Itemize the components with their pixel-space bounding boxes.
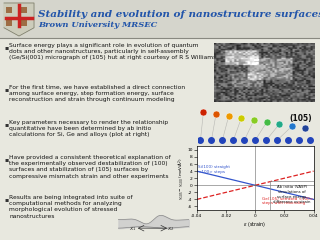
Text: Si(100) straight
<100> steps: Si(100) straight <100> steps xyxy=(198,165,230,174)
Bar xyxy=(0,0,320,38)
Text: For the first time, we have established a direct connection
among surface energy: For the first time, we have established … xyxy=(9,85,185,102)
Text: ▪: ▪ xyxy=(4,122,8,127)
Text: Ab initio (VASP)
simulations of
surface energy
difference vs strain: Ab initio (VASP) simulations of surface … xyxy=(273,185,311,204)
Text: $x_2$: $x_2$ xyxy=(167,226,175,234)
Text: Ge(105) serrated <100>
steps with rebonding: Ge(105) serrated <100> steps with rebond… xyxy=(262,197,314,205)
Text: Brown University MRSEC: Brown University MRSEC xyxy=(38,21,157,29)
Text: Key parameters necessary to render the relationship
quantitative have been deter: Key parameters necessary to render the r… xyxy=(9,120,168,137)
X-axis label: $\epsilon$ (strain): $\epsilon$ (strain) xyxy=(244,220,267,228)
Text: ▪: ▪ xyxy=(4,157,8,162)
Text: (105): (105) xyxy=(289,114,312,123)
Text: Surface energy plays a significant role in evolution of quantum
dots and other n: Surface energy plays a significant role … xyxy=(9,43,230,60)
Text: $x_1$: $x_1$ xyxy=(129,226,136,234)
Text: Have provided a consistent theoretical explanation of
the experimentally observe: Have provided a consistent theoretical e… xyxy=(9,155,171,179)
Bar xyxy=(21,20,27,26)
Bar xyxy=(21,7,27,13)
Bar xyxy=(6,20,12,26)
Bar xyxy=(6,7,12,13)
Text: ▪: ▪ xyxy=(4,45,8,50)
Text: ▪: ▪ xyxy=(4,87,8,92)
Text: Results are being integrated into suite of
computational methods for analyzing
m: Results are being integrated into suite … xyxy=(9,195,132,219)
Text: Stability and evolution of nanostructure surfaces: Stability and evolution of nanostructure… xyxy=(38,10,320,19)
Text: ▪: ▪ xyxy=(4,197,8,202)
Y-axis label: $\gamma_{105}-\gamma_{100}$ (meV/Å$^2$): $\gamma_{105}-\gamma_{100}$ (meV/Å$^2$) xyxy=(176,157,186,200)
Polygon shape xyxy=(4,3,34,36)
